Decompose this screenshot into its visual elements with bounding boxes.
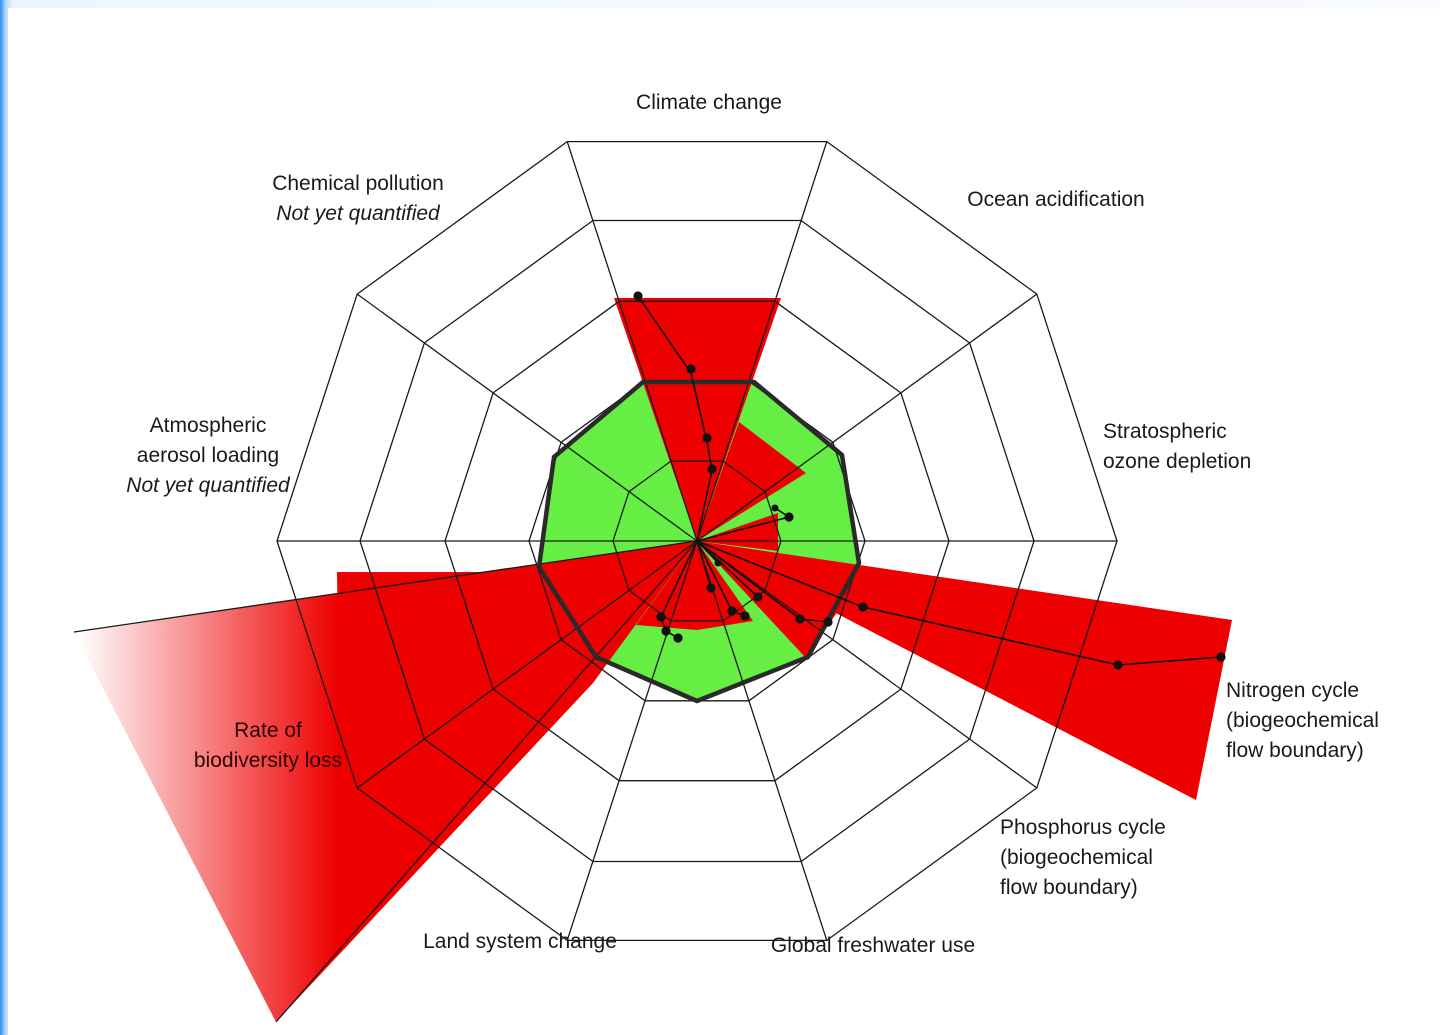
point <box>1113 660 1123 670</box>
point <box>784 512 794 522</box>
label-line: Nitrogen cycle <box>1226 679 1359 702</box>
label-line: Stratospheric <box>1103 420 1227 443</box>
web-spoke <box>696 141 828 542</box>
label-line: Climate change <box>636 91 782 114</box>
freshwater-trajectory-3 <box>696 540 712 589</box>
not-quantified-note: Not yet quantified <box>276 202 441 225</box>
point <box>661 626 671 636</box>
point <box>753 592 763 602</box>
point <box>656 612 666 622</box>
boundary-ring <box>536 379 862 704</box>
land-system-change-wedge <box>636 541 697 630</box>
planetary-boundaries-diagram: Climate change Ocean acidification Stratos… <box>73 91 1379 1023</box>
web-spoke <box>696 540 828 941</box>
label-chemical: Chemical pollution Not yet quantified <box>272 172 444 225</box>
label-line: Global freshwater use <box>771 934 975 957</box>
boundary-labels: Climate change Ocean acidification Stratos… <box>126 91 1379 957</box>
label-line: (biogeochemical <box>1000 846 1153 869</box>
label-phosphorus: Phosphorus cycle (biogeochemical flow boun… <box>1000 816 1166 899</box>
web-spoke <box>356 540 698 789</box>
nitrogen-trajectory <box>696 540 1222 666</box>
point <box>702 433 712 443</box>
trajectory-points <box>633 291 1226 670</box>
label-line: Ocean acidification <box>967 188 1144 211</box>
point <box>714 559 722 567</box>
label-aerosol: Atmospheric aerosol loading Not yet quanti… <box>126 414 291 497</box>
biodiversity-spoke <box>73 540 698 633</box>
point <box>1216 652 1226 662</box>
point <box>673 633 683 643</box>
freshwater-trajectory-2 <box>696 540 759 598</box>
web-spoke <box>696 540 1038 789</box>
web-spoke <box>566 540 698 941</box>
label-line: Rate of <box>234 719 302 742</box>
label-line: aerosol loading <box>137 444 279 467</box>
label-line: Chemical pollution <box>272 172 444 195</box>
label-biodiversity: Rate of biodiversity loss <box>194 719 342 772</box>
phosphorus-cycle-wedge <box>697 541 840 658</box>
not-quantified-note: Not yet quantified <box>126 474 291 497</box>
point <box>795 614 805 624</box>
land-trajectory <box>660 540 698 639</box>
biodiversity-spoke <box>275 540 698 1023</box>
web-spoke <box>696 293 1038 542</box>
point <box>727 606 737 616</box>
label-line: flow boundary) <box>1226 739 1364 762</box>
point <box>858 602 868 612</box>
label-freshwater: Global freshwater use <box>771 934 975 957</box>
point <box>771 504 779 512</box>
biodiversity-loss-wedge-fade <box>74 541 697 1022</box>
label-line: ozone depletion <box>1103 450 1251 473</box>
point <box>740 611 750 621</box>
label-ocean: Ocean acidification <box>967 188 1144 211</box>
web-spoke <box>356 293 698 542</box>
label-land: Land system change <box>423 930 617 953</box>
web-spoke <box>566 141 698 542</box>
freshwater-use-wedge <box>697 541 753 630</box>
freshwater-fan-a <box>696 540 719 564</box>
climate-change-wedge <box>614 298 781 541</box>
label-line: (biogeochemical <box>1226 709 1379 732</box>
point <box>706 583 716 593</box>
point <box>633 291 643 301</box>
label-ozone: Stratospheric ozone depletion <box>1103 420 1251 473</box>
point <box>707 464 717 474</box>
point <box>823 617 833 627</box>
label-climate: Climate change <box>636 91 782 114</box>
label-line: flow boundary) <box>1000 876 1138 899</box>
point <box>686 364 696 374</box>
label-line: Atmospheric <box>150 414 267 437</box>
label-nitrogen: Nitrogen cycle (biogeochemical flow bounda… <box>1226 679 1379 762</box>
diagram-frame: Climate change Ocean acidification Stratos… <box>8 8 1440 1035</box>
label-line: Land system change <box>423 930 617 953</box>
label-line: biodiversity loss <box>194 749 342 772</box>
label-line: Phosphorus cycle <box>1000 816 1166 839</box>
